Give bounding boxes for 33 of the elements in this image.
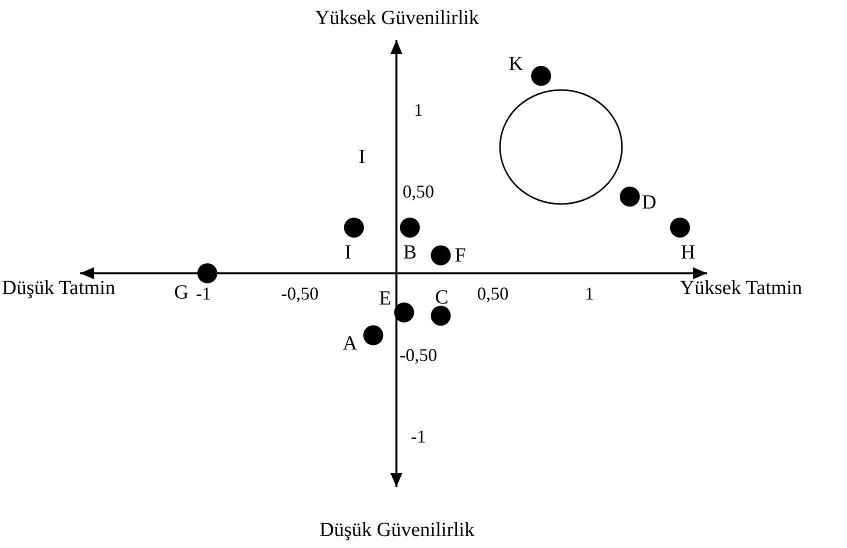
x-tick-label: -1 [196, 283, 211, 304]
series-label: E [379, 287, 392, 310]
annotation: I [358, 146, 366, 168]
point [400, 218, 420, 238]
y-tick-label: 0,50 [402, 182, 434, 202]
point [394, 302, 414, 322]
point [430, 245, 451, 266]
series-label: D [642, 192, 656, 214]
series-label: C [435, 286, 448, 309]
series-label: F [454, 244, 466, 266]
text: Düşük Güvenilirlik [320, 519, 474, 541]
x-tick-label: 1 [584, 283, 594, 304]
point [363, 325, 384, 346]
point [344, 218, 364, 238]
series-label: B [403, 242, 417, 264]
point [430, 306, 451, 326]
x-tick-label: 0,50 [477, 283, 509, 304]
point [620, 186, 640, 207]
text: Yüksek Güvenilirlik [315, 7, 479, 29]
x-tick-label: -0,50 [281, 283, 319, 304]
series-label: A [342, 332, 358, 354]
point [531, 66, 552, 86]
y-tick-label: -0,50 [400, 344, 438, 365]
series-label: H [680, 242, 696, 264]
annotation: Yüksek Tatmin [680, 277, 802, 299]
point [197, 263, 218, 284]
series-label: I [344, 242, 352, 264]
y-tick-label: 1 [414, 100, 423, 120]
series-label: G [174, 281, 189, 304]
y-tick-label: -1 [410, 426, 426, 446]
annotation: Düşük Tatmin [2, 277, 116, 299]
point [670, 218, 690, 238]
series-label: K [508, 52, 524, 75]
